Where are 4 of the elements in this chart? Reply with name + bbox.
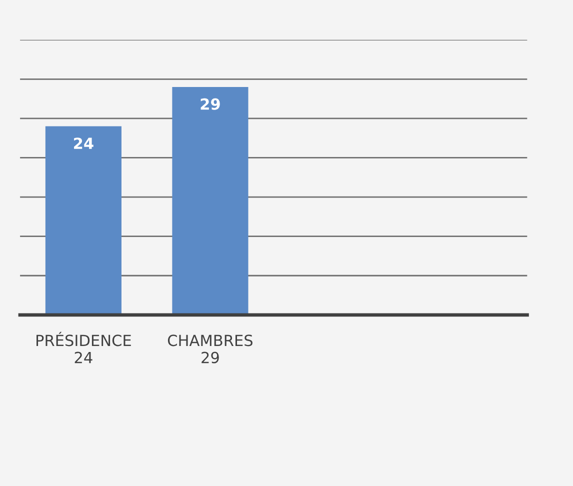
x-tick-label: PRÉSIDENCE 24 [36, 332, 131, 364]
x-tick-label: CHAMBRES 29 [168, 334, 252, 364]
data-label: 24 [74, 138, 94, 149]
data-label: 29 [200, 98, 220, 110]
